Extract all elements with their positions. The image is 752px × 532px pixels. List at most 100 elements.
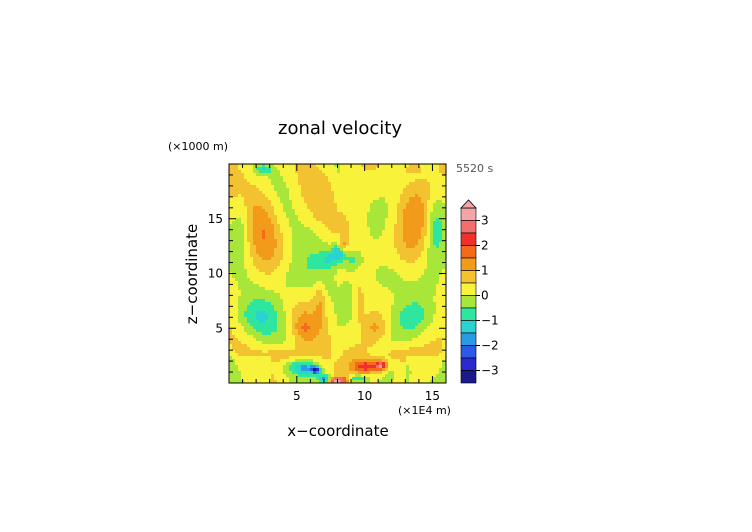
heatmap-cell	[391, 359, 395, 363]
heatmap-cell	[259, 248, 263, 252]
heatmap-cell	[409, 170, 413, 174]
heatmap-cell	[298, 353, 302, 357]
heatmap-cell	[436, 341, 440, 345]
heatmap-cell	[343, 212, 347, 216]
heatmap-cell	[283, 335, 287, 339]
heatmap-cell	[304, 299, 308, 303]
heatmap-cell	[256, 314, 260, 318]
heatmap-cell	[391, 209, 395, 213]
heatmap-cell	[403, 350, 407, 354]
heatmap-cell	[232, 269, 236, 273]
heatmap-cell	[280, 218, 284, 222]
heatmap-cell	[355, 164, 359, 168]
heatmap-cell	[244, 356, 248, 360]
heatmap-cell	[337, 224, 341, 228]
heatmap-cell	[409, 254, 413, 258]
heatmap-cell	[346, 197, 350, 201]
heatmap-cell	[262, 251, 266, 255]
heatmap-cell	[397, 242, 401, 246]
heatmap-cell	[373, 275, 377, 279]
heatmap-cell	[328, 194, 332, 198]
heatmap-cell	[289, 362, 293, 366]
heatmap-cell	[322, 314, 326, 318]
heatmap-cell	[337, 326, 341, 330]
heatmap-cell	[355, 302, 359, 306]
heatmap-cell	[229, 200, 233, 204]
heatmap-cell	[253, 365, 257, 369]
heatmap-cell	[292, 278, 296, 282]
heatmap-cell	[421, 224, 425, 228]
heatmap-cell	[436, 227, 440, 231]
heatmap-cell	[340, 176, 344, 180]
heatmap-cell	[283, 248, 287, 252]
heatmap-cell	[352, 197, 356, 201]
heatmap-cell	[280, 317, 284, 321]
heatmap-cell	[271, 338, 275, 342]
heatmap-cell	[322, 230, 326, 234]
heatmap-cell	[430, 221, 434, 225]
heatmap-cell	[394, 173, 398, 177]
heatmap-cell	[433, 251, 437, 255]
heatmap-cell	[304, 245, 308, 249]
heatmap-cell	[403, 254, 407, 258]
heatmap-cell	[325, 296, 329, 300]
heatmap-cell	[307, 179, 311, 183]
heatmap-cell	[337, 278, 341, 282]
heatmap-cell	[322, 323, 326, 327]
heatmap-cell	[283, 194, 287, 198]
heatmap-cell	[271, 185, 275, 189]
heatmap-cell	[307, 314, 311, 318]
heatmap-cell	[307, 200, 311, 204]
heatmap-cell	[346, 266, 350, 270]
heatmap-cell	[382, 194, 386, 198]
heatmap-cell	[415, 197, 419, 201]
heatmap-cell	[271, 305, 275, 309]
heatmap-cell	[337, 194, 341, 198]
heatmap-cell	[316, 260, 320, 264]
heatmap-cell	[250, 362, 254, 366]
heatmap-cell	[418, 239, 422, 243]
heatmap-cell	[256, 263, 260, 267]
heatmap-cell	[406, 356, 410, 360]
heatmap-cell	[328, 326, 332, 330]
heatmap-cell	[352, 284, 356, 288]
heatmap-cell	[364, 359, 368, 363]
heatmap-cell	[439, 233, 443, 237]
heatmap-cell	[376, 320, 380, 324]
heatmap-cell	[400, 230, 404, 234]
heatmap-cell	[235, 344, 239, 348]
heatmap-cell	[280, 368, 284, 372]
heatmap-cell	[304, 185, 308, 189]
heatmap-cell	[325, 215, 329, 219]
heatmap-cell	[355, 362, 359, 366]
heatmap-cell	[262, 281, 266, 285]
heatmap-cell	[313, 212, 317, 216]
heatmap-cell	[376, 278, 380, 282]
heatmap-cell	[334, 347, 338, 351]
heatmap-cell	[334, 224, 338, 228]
heatmap-cell	[229, 233, 233, 237]
heatmap-cell	[424, 200, 428, 204]
heatmap-cell	[436, 221, 440, 225]
heatmap-cell	[277, 239, 281, 243]
heatmap-cell	[436, 359, 440, 363]
heatmap-cell	[346, 365, 350, 369]
heatmap-cell	[286, 323, 290, 327]
heatmap-cell	[442, 212, 446, 216]
heatmap-cell	[343, 188, 347, 192]
heatmap-cell	[352, 251, 356, 255]
heatmap-cell	[412, 188, 416, 192]
heatmap-cell	[277, 230, 281, 234]
heatmap-cell	[424, 191, 428, 195]
heatmap-cell	[265, 206, 269, 210]
heatmap-cell	[355, 173, 359, 177]
heatmap-cell	[256, 329, 260, 333]
heatmap-cell	[424, 263, 428, 267]
heatmap-cell	[310, 200, 314, 204]
heatmap-cell	[346, 260, 350, 264]
heatmap-cell	[283, 293, 287, 297]
heatmap-cell	[385, 344, 389, 348]
heatmap-cell	[412, 341, 416, 345]
heatmap-cell	[346, 353, 350, 357]
heatmap-cell	[424, 203, 428, 207]
